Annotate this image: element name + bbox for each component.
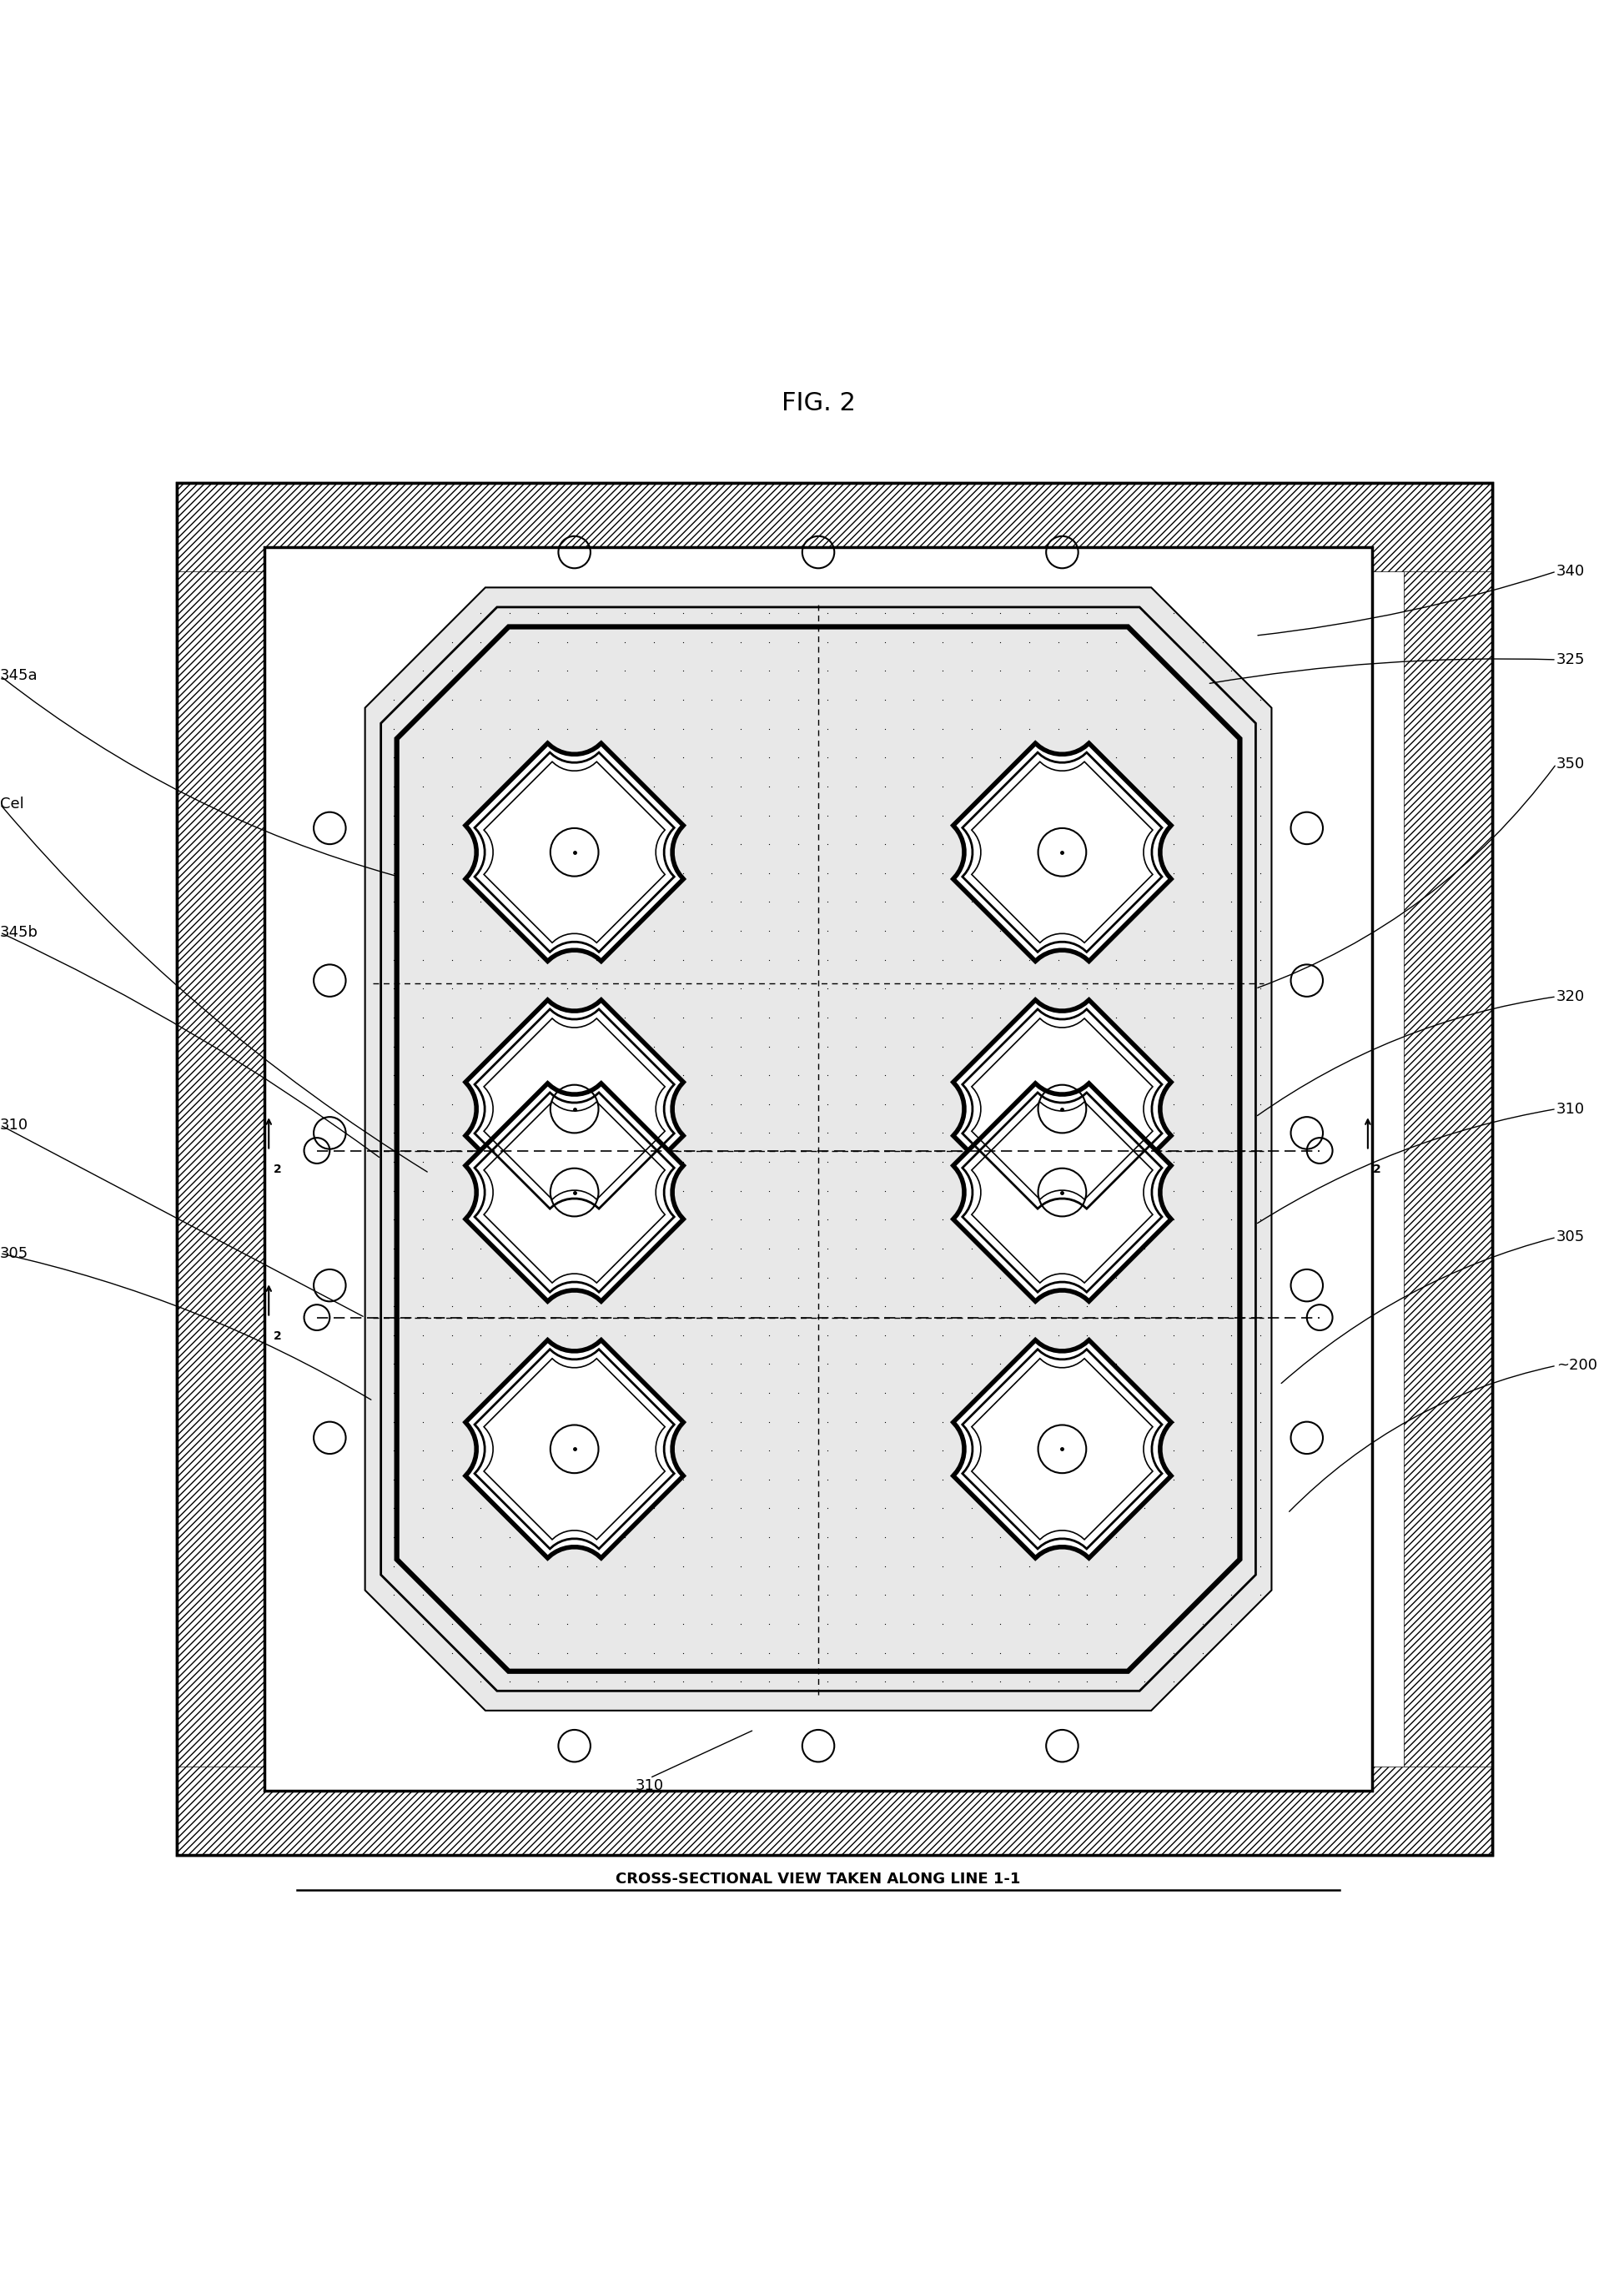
Text: FIG. 2: FIG. 2	[781, 390, 856, 415]
Text: 325: 325	[1556, 653, 1585, 666]
Text: 340: 340	[1556, 564, 1585, 580]
Bar	[177, 484, 1492, 1855]
Bar	[265, 548, 1372, 1791]
Text: 350: 350	[1556, 755, 1585, 771]
Polygon shape	[953, 1084, 1171, 1301]
Polygon shape	[466, 1084, 684, 1301]
Text: 305: 305	[0, 1246, 29, 1262]
Bar	[177, 1766, 1492, 1855]
Polygon shape	[365, 586, 1272, 1712]
Polygon shape	[953, 1000, 1171, 1219]
Bar	[177, 484, 1492, 1855]
Text: 305: 305	[1556, 1230, 1585, 1244]
Text: 345b: 345b	[0, 924, 39, 940]
Text: 2: 2	[273, 1164, 281, 1175]
Text: 2: 2	[1372, 1164, 1380, 1175]
Bar	[1403, 484, 1492, 1855]
Polygon shape	[953, 744, 1171, 961]
Polygon shape	[466, 1340, 684, 1559]
Polygon shape	[466, 1000, 684, 1219]
Text: 310: 310	[635, 1778, 664, 1794]
Bar	[177, 484, 1492, 570]
Bar	[177, 484, 265, 1855]
Polygon shape	[953, 1340, 1171, 1559]
Text: 2: 2	[273, 1330, 281, 1342]
Text: 310: 310	[0, 1118, 29, 1132]
Text: 320: 320	[1556, 988, 1585, 1004]
Text: CROSS-SECTIONAL VIEW TAKEN ALONG LINE 1-1: CROSS-SECTIONAL VIEW TAKEN ALONG LINE 1-…	[615, 1871, 1021, 1887]
Text: ~200: ~200	[1556, 1358, 1598, 1374]
Text: Cel: Cel	[0, 796, 24, 812]
Text: 345a: 345a	[0, 669, 37, 682]
Text: 310: 310	[1556, 1102, 1585, 1116]
Polygon shape	[466, 744, 684, 961]
